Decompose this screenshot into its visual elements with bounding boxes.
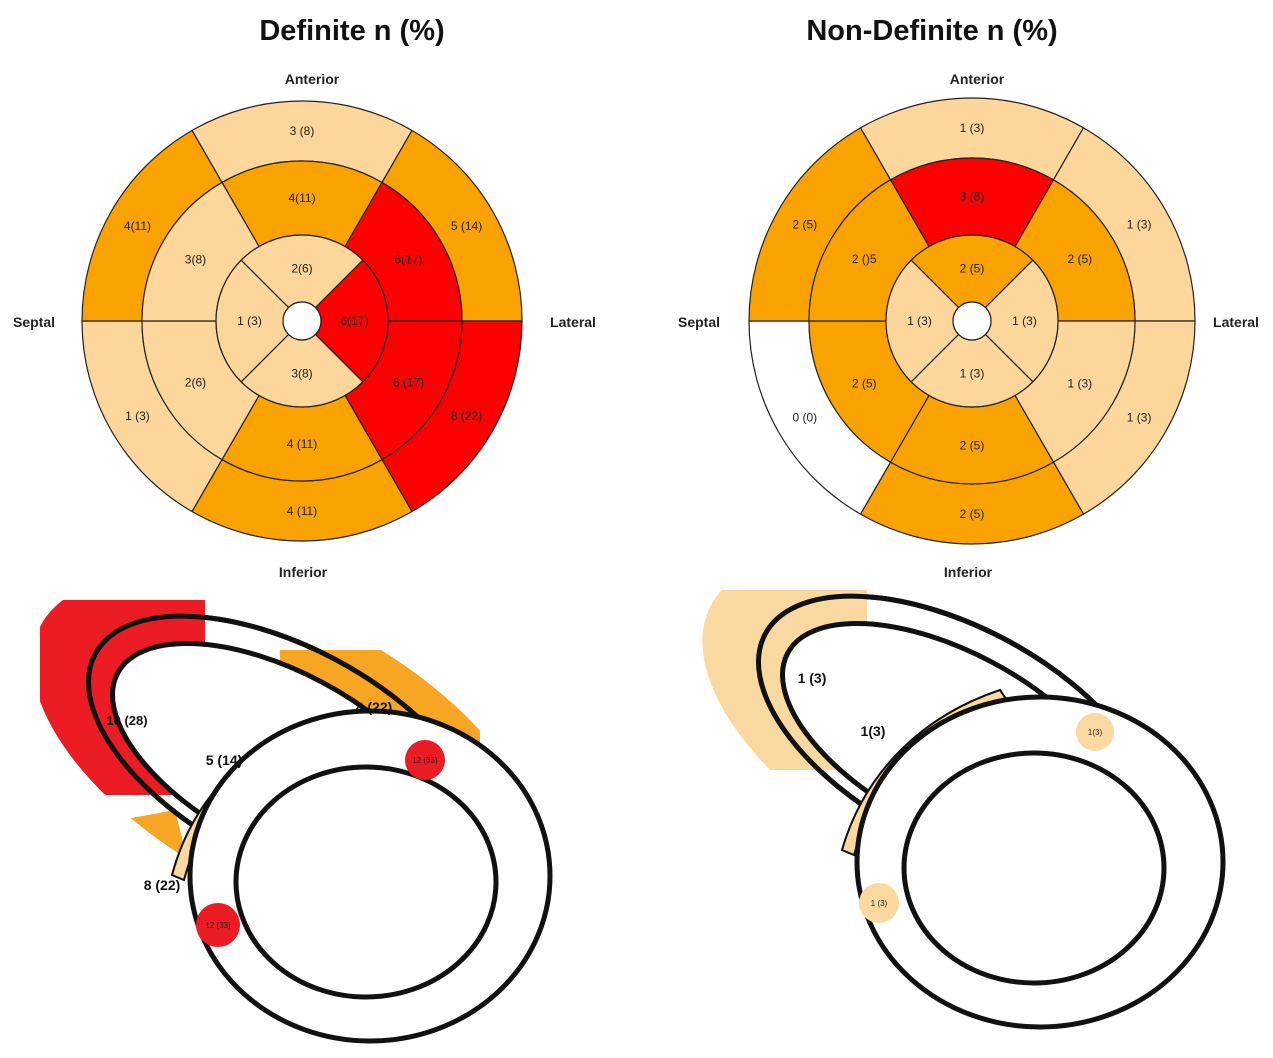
segment-basal-5-label: 0 (0)	[793, 411, 818, 425]
definite-dot-upper	[405, 740, 445, 780]
segment-basal-1-label: 1 (3)	[960, 121, 985, 135]
segment-mid-6-label: 3(8)	[185, 253, 206, 267]
definite-bullseye: 3 (8) 5 (14) 8 (22) 4 (11) 1 (3) 4(11) 4(11) 6(…	[81, 100, 523, 542]
definite-lateral-label: Lateral	[550, 314, 596, 330]
segment-apical-3-label: 1 (3)	[960, 367, 985, 381]
definite-front-ring-inner	[233, 764, 499, 1000]
segment-apical-1-label: 2(6)	[291, 262, 312, 276]
segment-apical-2-label: 6(17)	[340, 314, 368, 328]
definite-cutaway-diagram: 10 (28) 8 (22) 5 (14) 8 (22) 12 (33) 12 …	[40, 600, 553, 1044]
segment-mid-4-label: 4 (11)	[287, 437, 317, 451]
segment-basal-1-label: 3 (8)	[290, 124, 315, 138]
non-definite-dot-lower-label: 1 (3)	[871, 899, 888, 908]
non-definite-front-ring-inner	[901, 750, 1167, 986]
segment-mid-5-label: 2 (5)	[852, 376, 877, 390]
non-definite-inferior-label: Inferior	[944, 564, 993, 580]
non-definite-bullseye: 1 (3) 1 (3) 1 (3) 2 (5) 0 (0) 2 (5) 3 (8) 2 (5)…	[748, 97, 1196, 545]
definite-title: Definite n (%)	[259, 15, 444, 47]
non-definite-cut-label-anterior: 1 (3)	[798, 670, 827, 686]
segment-mid-6-label: 2 ()5	[852, 252, 877, 266]
segment-basal-5-label: 1 (3)	[125, 409, 150, 423]
apex-hole	[282, 301, 322, 341]
definite-anterior-label: Anterior	[285, 71, 340, 87]
non-definite-anterior-label: Anterior	[950, 71, 1005, 87]
non-definite-dot-upper-label: 1(3)	[1088, 728, 1103, 737]
segment-basal-4-label: 4 (11)	[287, 504, 317, 518]
segment-basal-2-label: 5 (14)	[451, 219, 482, 233]
non-definite-cutaway-diagram: 1 (3) 1(3) 1(3) 1 (3)	[702, 590, 1226, 1030]
non-definite-septal-label: Septal	[678, 314, 720, 330]
segment-mid-2-label: 6(17)	[395, 253, 423, 267]
segment-basal-3-label: 1 (3)	[1127, 411, 1152, 425]
non-definite-dot-upper	[1076, 713, 1114, 751]
non-definite-lateral-label: Lateral	[1213, 314, 1259, 330]
segment-basal-3-label: 8 (22)	[451, 409, 482, 423]
segment-mid-5-label: 2(6)	[185, 376, 206, 390]
definite-dot-upper-label: 12 (33)	[412, 756, 438, 765]
segment-basal-4-label: 2 (5)	[960, 507, 985, 521]
segment-apical-2-label: 1 (3)	[1012, 314, 1037, 328]
apex-hole	[952, 301, 992, 341]
definite-inferior-label: Inferior	[279, 564, 328, 580]
segment-apical-1-label: 2 (5)	[960, 262, 985, 276]
segment-mid-3-label: 1 (3)	[1067, 376, 1092, 390]
segment-mid-2-label: 2 (5)	[1067, 252, 1092, 266]
segment-apical-4-label: 1 (3)	[907, 314, 932, 328]
definite-cut-label-center: 5 (14)	[206, 752, 243, 768]
definite-cut-label-anterior: 10 (28)	[106, 713, 147, 728]
definite-septal-label: Septal	[13, 314, 55, 330]
segment-mid-3-label: 6 (17)	[393, 376, 424, 390]
definite-dot-lower	[196, 903, 240, 947]
segment-apical-3-label: 3(8)	[291, 367, 312, 381]
segment-basal-2-label: 1 (3)	[1127, 218, 1152, 232]
definite-dot-lower-label: 12 (33)	[205, 921, 231, 930]
segment-mid-1-label: 3 (8)	[960, 190, 985, 204]
segment-mid-1-label: 4(11)	[288, 191, 315, 205]
segment-basal-6-label: 4(11)	[124, 219, 151, 233]
segment-mid-4-label: 2 (5)	[960, 439, 985, 453]
definite-cut-label-lateral: 8 (22)	[356, 699, 393, 715]
segment-basal-6-label: 2 (5)	[793, 218, 818, 232]
non-definite-title: Non-Definite n (%)	[806, 15, 1057, 47]
non-definite-dot-lower	[859, 883, 899, 923]
non-definite-cut-label-center: 1(3)	[861, 723, 886, 739]
segment-apical-4-label: 1 (3)	[237, 314, 262, 328]
definite-cut-label-inferior: 8 (22)	[144, 877, 181, 893]
